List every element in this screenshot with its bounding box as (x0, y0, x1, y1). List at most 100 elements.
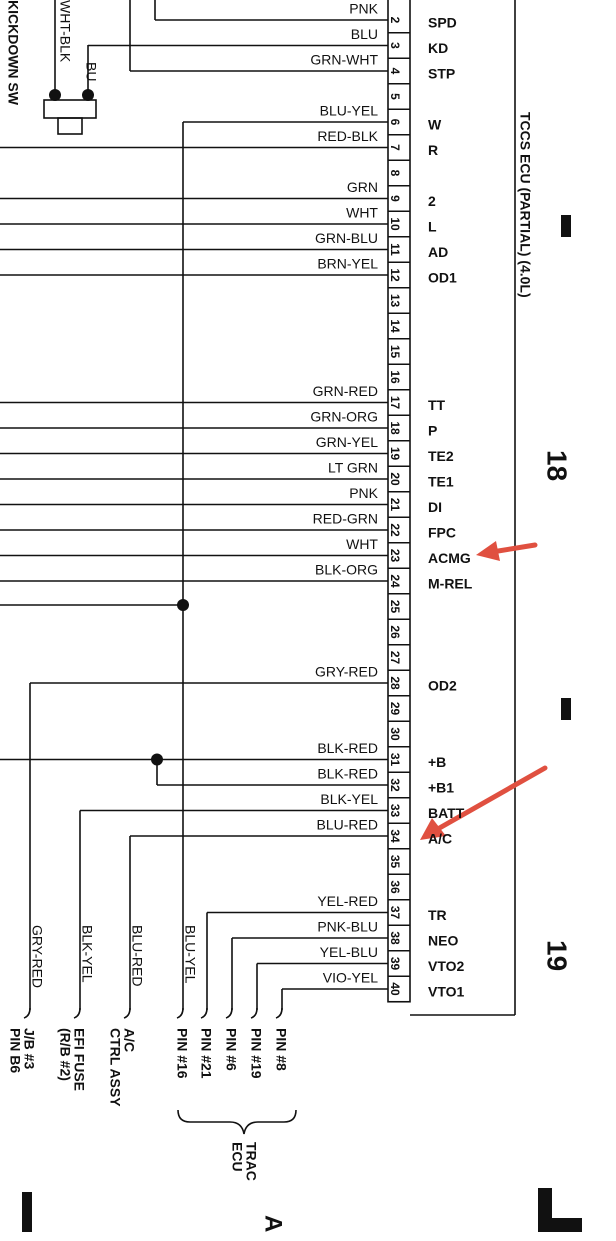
pin-function: VTO2 (428, 958, 465, 974)
pin-number: 40 (388, 982, 402, 996)
pin-number: 23 (388, 549, 402, 563)
pin-number: 30 (388, 727, 402, 741)
pin-number: 5 (388, 93, 402, 100)
wire-color: YEL-BLU (320, 944, 378, 960)
ecu-title: TCCS ECU (PARTIAL) (4.0L) (517, 112, 533, 298)
wire-color: GRN-ORG (310, 409, 378, 425)
connector-end (23, 1007, 31, 1019)
pin-function: NEO (428, 933, 458, 949)
destination: J/B #3 (21, 1028, 37, 1069)
pin-number: 21 (388, 498, 402, 512)
pin-number: 25 (388, 600, 402, 614)
destination: EFI FUSE (71, 1028, 87, 1091)
destination: PIN B6 (7, 1028, 23, 1073)
destination: PIN #21 (198, 1028, 214, 1079)
wire-color: BLU-RED (317, 817, 378, 833)
pin-number: 34 (388, 829, 402, 843)
pin-number: 16 (388, 370, 402, 384)
pin-function: FPC (428, 525, 456, 541)
pin-number: 10 (388, 217, 402, 231)
wire-color: BLK-YEL (320, 791, 378, 807)
pin-function: TE2 (428, 448, 454, 464)
pin-function: P (428, 423, 437, 439)
pin-number: 13 (388, 294, 402, 308)
wire-color: BLU-RED (129, 925, 145, 986)
connector-end (123, 1007, 131, 1019)
switch-wire: WHT-BLK (57, 0, 73, 63)
wire-color: BLK-ORG (315, 562, 378, 578)
group-label: ECU (229, 1142, 245, 1172)
page-marker: 19 (542, 940, 573, 971)
wire-color: GRN-BLU (315, 230, 378, 246)
annotation-arrow (420, 541, 548, 840)
pin-function: TE1 (428, 474, 454, 490)
pin-function: BATT (428, 805, 465, 821)
pin-function: OD1 (428, 270, 457, 286)
wire-color: RED-GRN (313, 511, 378, 527)
connector-end (73, 1007, 81, 1019)
pin-number: 3 (388, 42, 402, 49)
pin-number: 37 (388, 906, 402, 920)
pin-number: 19 (388, 447, 402, 461)
page-marker: 18 (542, 450, 573, 481)
pin-number: 18 (388, 421, 402, 435)
pin-number: 11 (388, 243, 402, 256)
pin-number: 26 (388, 625, 402, 639)
pin-number: 24 (388, 574, 402, 588)
pin-function: VTO1 (428, 984, 465, 1000)
switch-label: KICKDOWN SW (5, 0, 21, 106)
wire-color: BLU-YEL (182, 925, 198, 984)
pin-number: 31 (388, 753, 402, 767)
wire-color: WHT (346, 205, 378, 221)
wire-color: PNK (349, 485, 378, 501)
connector-end (275, 1007, 283, 1019)
pin-number: 29 (388, 702, 402, 716)
pin-number: 35 (388, 855, 402, 869)
pin-function: AD (428, 244, 448, 260)
switch-wire: BU (83, 62, 99, 81)
pin-function: SPD (428, 15, 457, 31)
connector-end (176, 1007, 184, 1019)
wire-color: RED-BLK (317, 128, 378, 144)
pin-number: 36 (388, 880, 402, 894)
pin-function: DI (428, 499, 442, 515)
wire-color: BLU (351, 26, 378, 42)
pin-number: 9 (388, 195, 402, 202)
pin-number: 8 (388, 170, 402, 177)
pin-number: 15 (388, 345, 402, 359)
destination: A/C (121, 1028, 137, 1052)
pin-function: A/C (428, 831, 452, 847)
destination: PIN #19 (248, 1028, 264, 1079)
pin-number: 22 (388, 523, 402, 537)
connector-end (225, 1007, 233, 1019)
pin-number: 27 (388, 651, 402, 665)
pin-number: 38 (388, 931, 402, 945)
wire-color: BRN-YEL (317, 256, 378, 272)
pin-function: 2 (428, 193, 436, 209)
pin-number: 20 (388, 472, 402, 486)
pin-function: KD (428, 40, 448, 56)
wire-color: PNK (349, 1, 378, 17)
wire-color: GRY-RED (315, 664, 378, 680)
pin-function: TR (428, 907, 447, 923)
pin-number: 17 (388, 396, 402, 410)
pin-number: 32 (388, 778, 402, 792)
pin-function: STP (428, 66, 455, 82)
destination: PIN #6 (223, 1028, 239, 1071)
pin-function: M-REL (428, 576, 473, 592)
pin-function: L (428, 219, 437, 235)
wire-color: BLK-YEL (79, 925, 95, 983)
pin-number: 2 (388, 17, 402, 24)
pin-function: +B1 (428, 780, 454, 796)
destination: PIN #8 (273, 1028, 289, 1071)
pin-number: 6 (388, 119, 402, 126)
wire-color: PNK-BLU (317, 919, 378, 935)
wire-color: GRN (347, 179, 378, 195)
pin-number: 12 (388, 268, 402, 282)
wire-color: VIO-YEL (323, 970, 378, 986)
pin-number: 33 (388, 804, 402, 818)
wire-color: GRN-YEL (316, 434, 378, 450)
pin-number: 28 (388, 676, 402, 690)
pin-function: +B (428, 754, 446, 770)
